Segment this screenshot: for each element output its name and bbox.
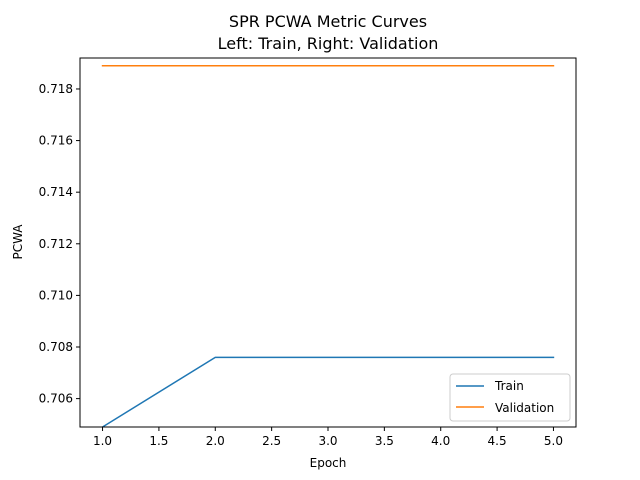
y-tick-label: 0.706 [39,392,73,406]
y-tick-label: 0.710 [39,288,73,302]
x-tick-label: 4.0 [431,434,450,448]
y-axis: 0.706 0.708 0.710 0.712 0.714 0.716 0.718 [39,82,80,406]
x-tick-label: 5.0 [544,434,563,448]
series-line-train [101,356,555,429]
plot-area [101,64,555,429]
legend: Train Validation [449,373,571,422]
x-axis: 1.0 1.5 2.0 2.5 3.0 3.5 4.0 4.5 5.0 [93,427,563,448]
x-tick-label: 3.5 [375,434,394,448]
y-tick-label: 0.718 [39,82,73,96]
y-tick-label: 0.712 [39,237,73,251]
legend-label-validation: Validation [495,401,554,415]
x-tick-label: 4.5 [488,434,507,448]
x-tick-label: 2.0 [206,434,225,448]
x-tick-label: 3.0 [318,434,337,448]
legend-label-train: Train [494,379,524,393]
y-axis-label: PCWA [11,224,25,260]
x-tick-label: 1.0 [93,434,112,448]
y-tick-label: 0.708 [39,340,73,354]
y-tick-label: 0.714 [39,185,73,199]
x-tick-label: 1.5 [149,434,168,448]
y-tick-label: 0.716 [39,134,73,148]
x-axis-label: Epoch [310,456,347,470]
x-tick-label: 2.5 [262,434,281,448]
chart-subtitle: Left: Train, Right: Validation [218,34,439,53]
chart-title: SPR PCWA Metric Curves [229,12,427,31]
